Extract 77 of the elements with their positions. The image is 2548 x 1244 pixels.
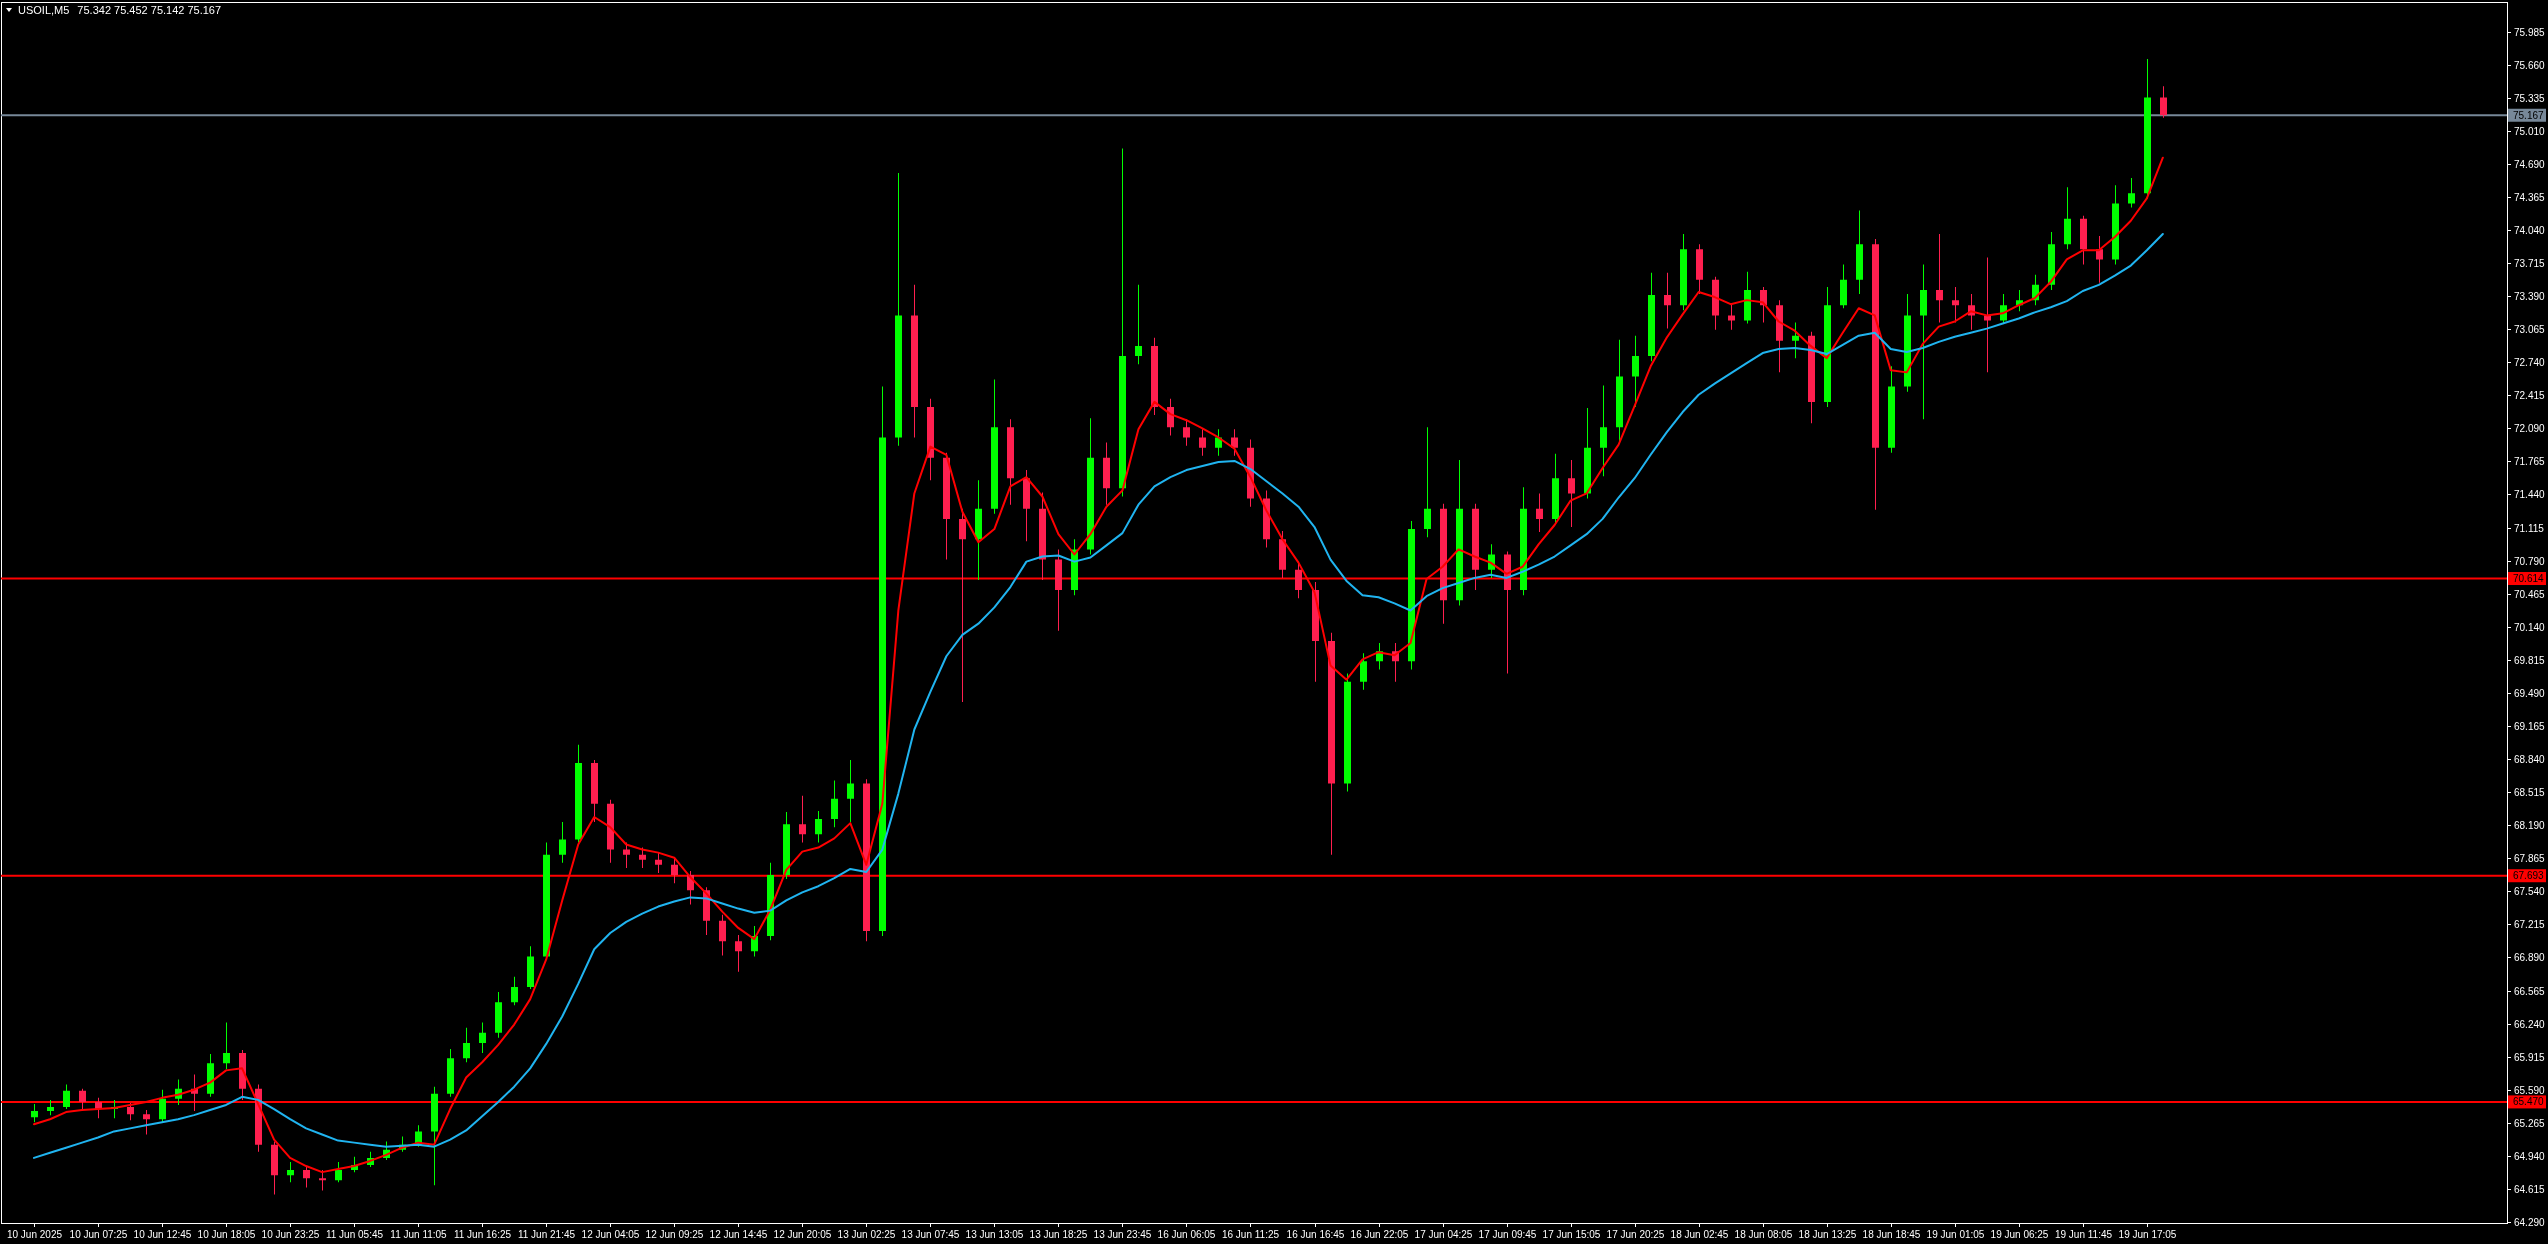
chart-title: USOIL,M5 (18, 4, 70, 16)
y-tick-label: 70.140 (2514, 622, 2546, 633)
x-tick-label: 19 Jun 11:45 (2054, 1228, 2113, 1240)
y-tick-label: 69.490 (2514, 688, 2546, 699)
x-tick-label: 17 Jun 04:25 (1414, 1228, 1473, 1240)
y-tick-label: 68.190 (2514, 820, 2546, 831)
x-tick-label: 18 Jun 18:45 (1862, 1228, 1921, 1240)
y-tick-label: 75.985 (2514, 27, 2546, 38)
x-tick-label: 19 Jun 17:05 (2118, 1228, 2177, 1240)
x-tick-label: 12 Jun 14:45 (709, 1228, 768, 1240)
x-tick-label: 13 Jun 23:45 (1093, 1228, 1152, 1240)
y-tick-label: 72.090 (2514, 423, 2546, 434)
y-tick-label: 65.265 (2514, 1118, 2546, 1129)
y-tick-label: 68.515 (2514, 787, 2546, 798)
y-tick-label: 75.660 (2514, 60, 2546, 71)
y-tick-label: 66.890 (2514, 952, 2546, 963)
ref-line-label: 75.167 (2513, 109, 2545, 121)
y-tick-label: 66.240 (2514, 1019, 2546, 1030)
y-tick-label: 70.465 (2514, 589, 2546, 600)
x-tick-label: 19 Jun 06:25 (1990, 1228, 2049, 1240)
y-tick-label: 73.715 (2514, 258, 2546, 269)
y-tick-label: 72.740 (2514, 357, 2546, 368)
x-tick-label: 11 Jun 05:45 (325, 1228, 384, 1240)
x-tick-label: 16 Jun 16:45 (1286, 1228, 1345, 1240)
ref-line-label: 70.614 (2513, 573, 2545, 585)
y-tick-label: 72.415 (2514, 390, 2546, 401)
y-tick-label: 67.865 (2514, 853, 2546, 864)
y-tick-label: 73.065 (2514, 324, 2546, 335)
x-tick-label: 13 Jun 02:25 (837, 1228, 896, 1240)
y-tick-label: 67.540 (2514, 886, 2546, 897)
y-tick-label: 74.365 (2514, 192, 2546, 203)
y-tick-label: 70.790 (2514, 556, 2546, 567)
x-tick-label: 17 Jun 20:25 (1606, 1228, 1665, 1240)
x-tick-label: 18 Jun 13:25 (1798, 1228, 1857, 1240)
y-tick-label: 75.335 (2514, 93, 2546, 104)
y-tick-label: 74.690 (2514, 159, 2546, 170)
y-tick-label: 75.010 (2514, 126, 2546, 137)
y-tick-label: 64.615 (2514, 1184, 2546, 1195)
y-tick-label: 73.390 (2514, 291, 2546, 302)
y-tick-label: 64.940 (2514, 1151, 2546, 1162)
y-tick-label: 65.915 (2514, 1052, 2546, 1063)
y-tick-label: 68.840 (2514, 754, 2546, 765)
y-tick-label: 71.440 (2514, 489, 2546, 500)
x-tick-label: 16 Jun 22:05 (1350, 1228, 1409, 1240)
x-tick-label: 11 Jun 16:25 (453, 1228, 512, 1240)
x-tick-label: 16 Jun 11:25 (1221, 1228, 1280, 1240)
x-tick-label: 18 Jun 02:45 (1670, 1228, 1729, 1240)
y-tick-label: 67.215 (2514, 919, 2546, 930)
x-tick-label: 13 Jun 13:05 (965, 1228, 1024, 1240)
y-tick-label: 66.565 (2514, 986, 2546, 997)
y-tick-label: 69.815 (2514, 655, 2546, 666)
x-tick-label: 10 Jun 2025 (6, 1228, 63, 1240)
x-tick-label: 19 Jun 01:05 (1926, 1228, 1985, 1240)
chart-subtitle: 75.342 75.452 75.142 75.167 (77, 4, 222, 16)
x-tick-label: 10 Jun 07:25 (69, 1228, 128, 1240)
y-tick-label: 74.040 (2514, 225, 2546, 236)
y-tick-label: 64.290 (2514, 1217, 2546, 1228)
y-tick-label: 71.765 (2514, 456, 2546, 467)
x-tick-label: 10 Jun 23:25 (261, 1228, 320, 1240)
x-tick-label: 13 Jun 07:45 (901, 1228, 960, 1240)
y-tick-label: 69.165 (2514, 721, 2546, 732)
ref-line-label: 65.470 (2513, 1096, 2545, 1108)
ref-line-label: 67.693 (2513, 870, 2545, 882)
x-tick-label: 10 Jun 18:05 (197, 1228, 256, 1240)
x-tick-label: 18 Jun 08:05 (1734, 1228, 1793, 1240)
x-tick-label: 10 Jun 12:45 (133, 1228, 192, 1240)
x-tick-label: 17 Jun 09:45 (1478, 1228, 1537, 1240)
x-tick-label: 11 Jun 11:05 (390, 1228, 448, 1240)
x-tick-label: 13 Jun 18:25 (1029, 1228, 1088, 1240)
y-tick-label: 71.115 (2514, 523, 2545, 534)
x-tick-label: 12 Jun 20:05 (773, 1228, 832, 1240)
x-tick-label: 12 Jun 04:05 (581, 1228, 640, 1240)
x-tick-label: 12 Jun 09:25 (645, 1228, 704, 1240)
x-tick-label: 17 Jun 15:05 (1542, 1228, 1601, 1240)
y-tick-label: 65.590 (2514, 1085, 2546, 1096)
x-tick-label: 16 Jun 06:05 (1157, 1228, 1216, 1240)
x-tick-label: 11 Jun 21:45 (517, 1228, 576, 1240)
